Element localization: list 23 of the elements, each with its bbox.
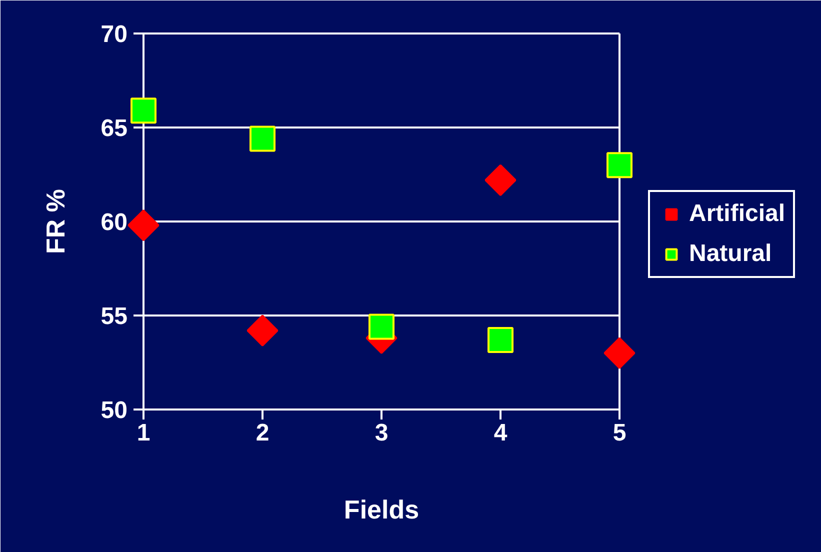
point: [128, 209, 160, 242]
point: [368, 314, 394, 340]
y-axis-title: FR %: [40, 189, 70, 254]
y-tick-label: 50: [100, 397, 128, 424]
point: [246, 314, 278, 346]
y-tick-label: 60: [100, 209, 128, 236]
legend-label: Natural: [689, 240, 772, 268]
point: [250, 126, 276, 152]
x-axis-title: Fields: [344, 494, 420, 524]
y-tick-label: 65: [100, 115, 128, 142]
y-tick-label: 70: [100, 21, 128, 48]
point: [130, 98, 156, 124]
x-tick-label: 2: [256, 420, 270, 446]
point: [484, 164, 516, 196]
x-tick-label: 4: [494, 420, 508, 446]
x-tick-label: 5: [612, 420, 626, 446]
point: [488, 326, 514, 353]
legend-label: Artificial: [689, 200, 786, 228]
point: [604, 337, 636, 369]
x-tick-label: 1: [136, 420, 150, 446]
point: [606, 152, 632, 178]
y-tick-label: 55: [100, 303, 128, 330]
x-tick-label: 3: [374, 420, 388, 446]
